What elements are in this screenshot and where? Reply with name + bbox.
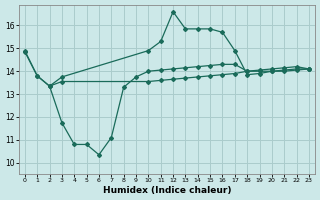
X-axis label: Humidex (Indice chaleur): Humidex (Indice chaleur) <box>103 186 231 195</box>
